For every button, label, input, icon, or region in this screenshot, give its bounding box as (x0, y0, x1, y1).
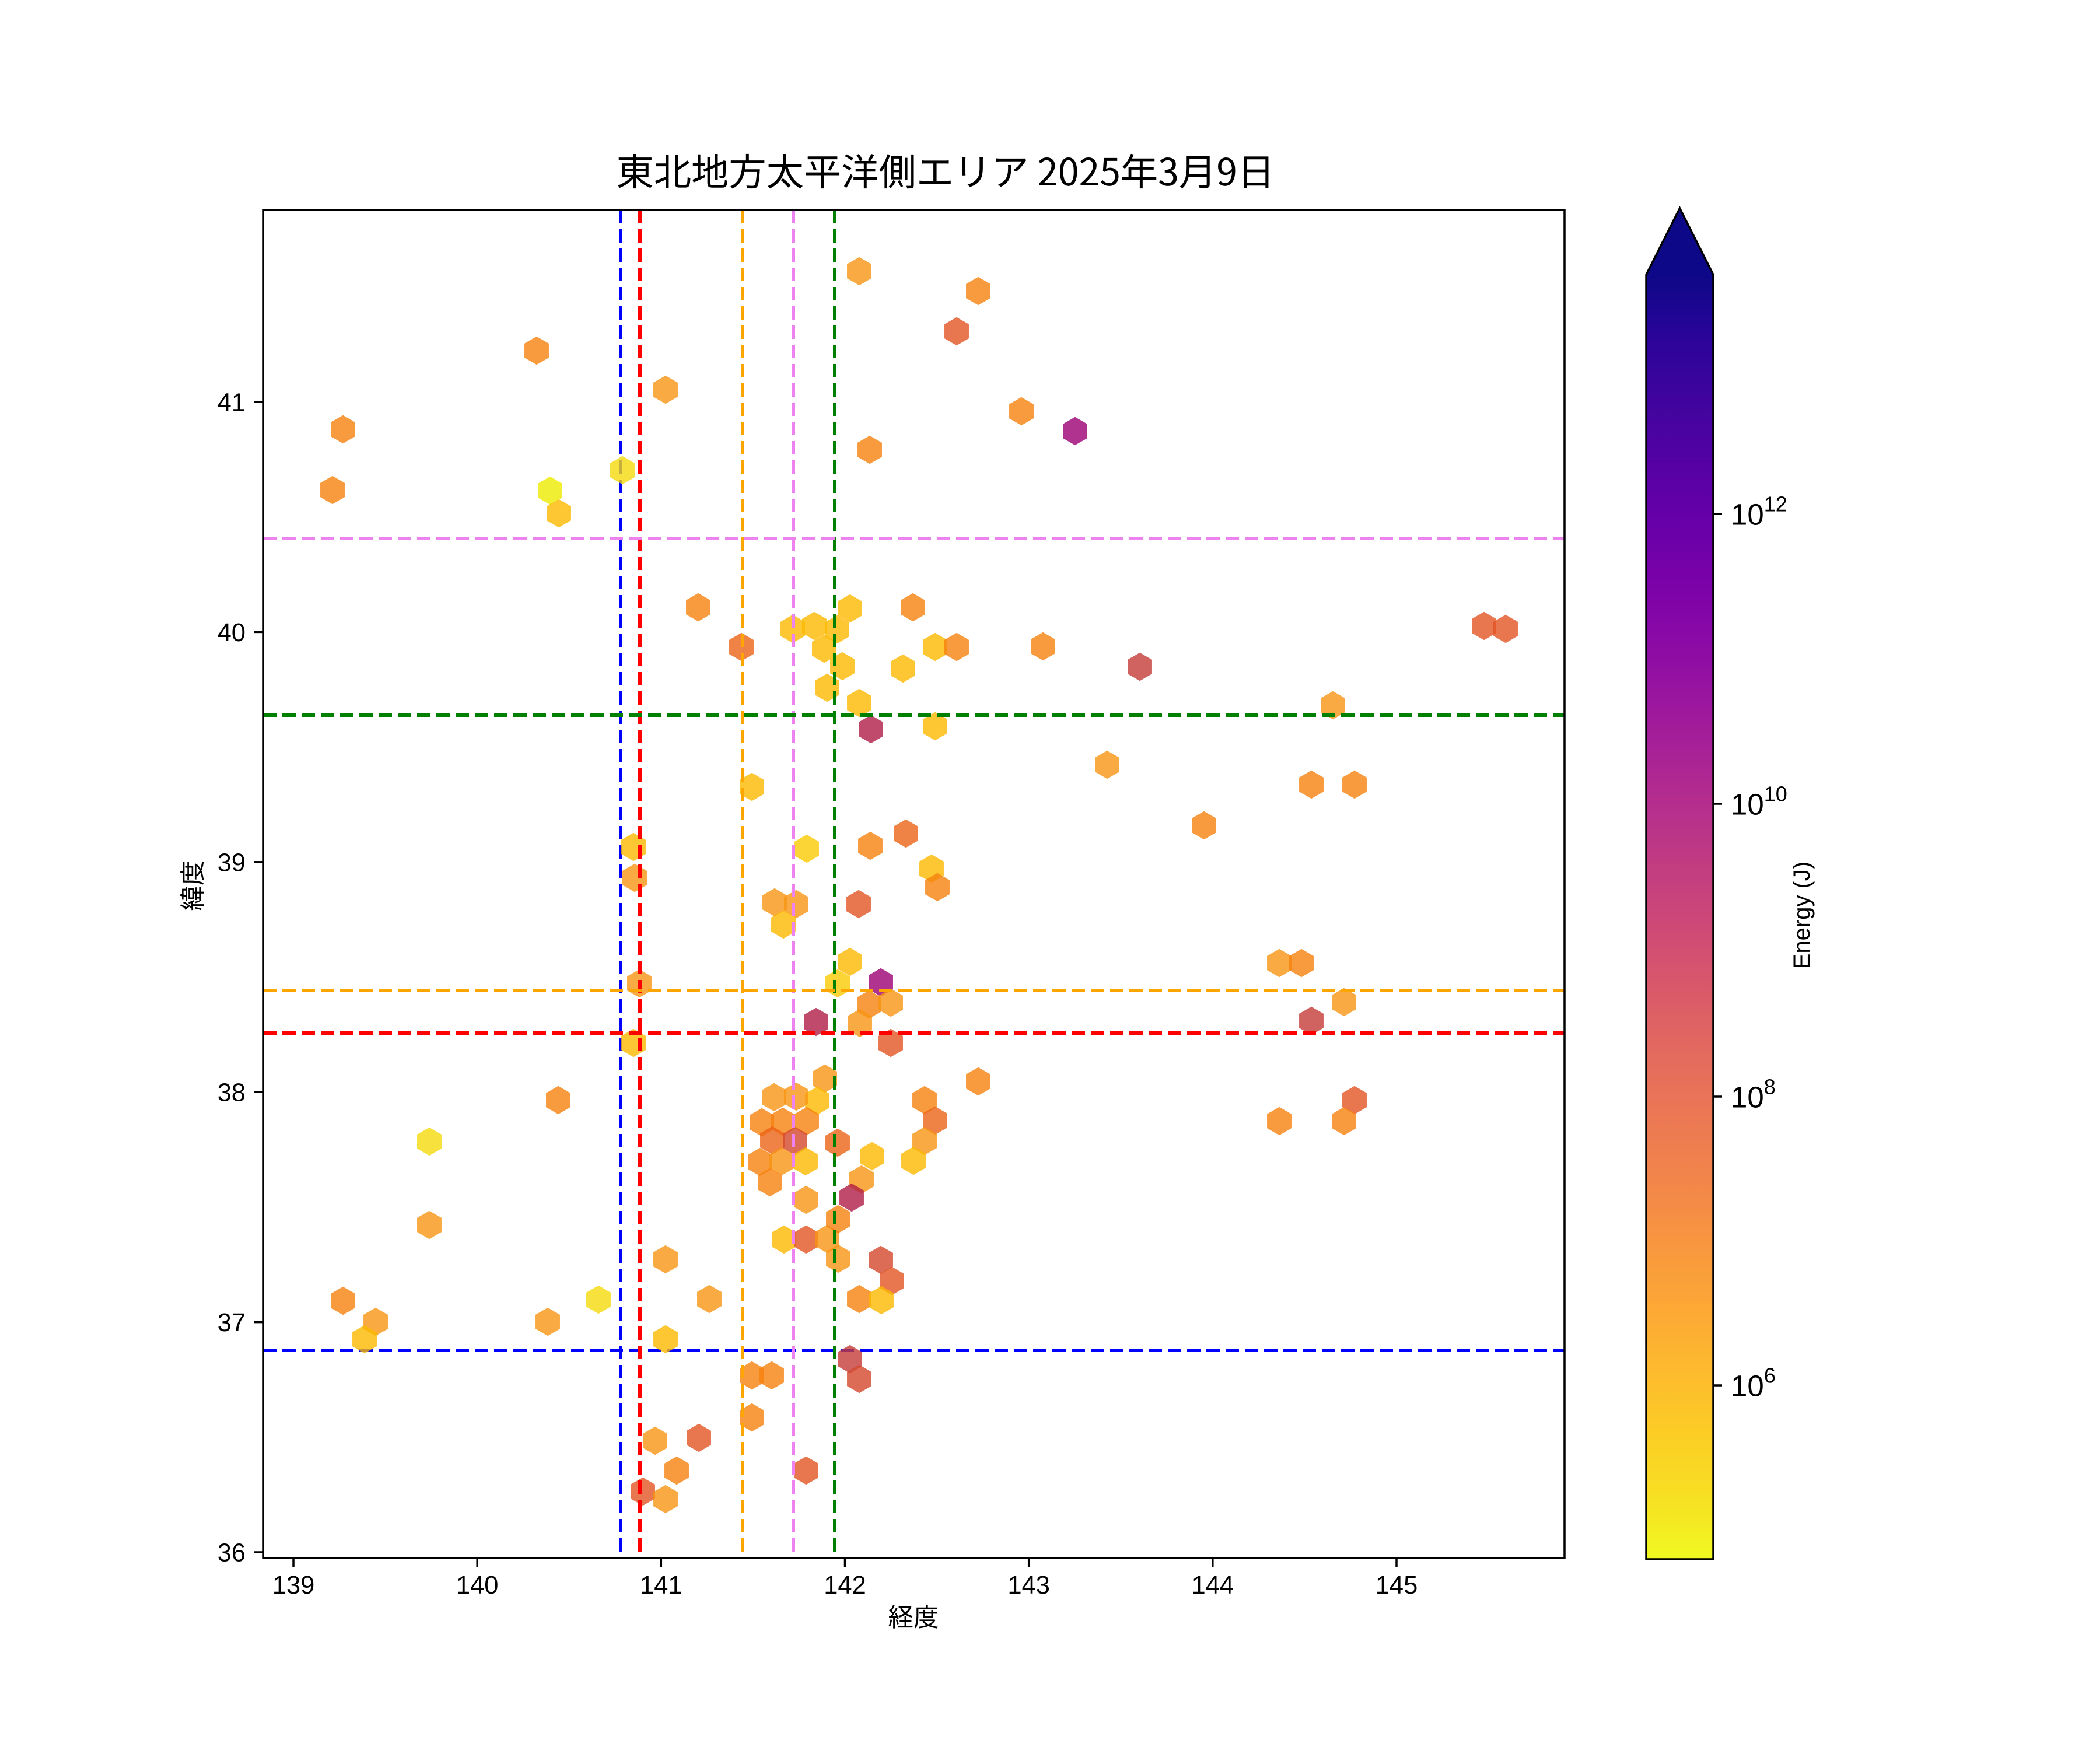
svg-text:141: 141 (640, 1572, 682, 1600)
svg-text:144: 144 (1192, 1572, 1234, 1600)
svg-text:143: 143 (1007, 1572, 1050, 1600)
svg-text:41: 41 (218, 389, 246, 417)
svg-text:40: 40 (218, 619, 246, 647)
svg-text:36: 36 (218, 1539, 246, 1567)
svg-text:142: 142 (824, 1572, 866, 1600)
svg-text:139: 139 (272, 1572, 315, 1600)
svg-text:Energy (J): Energy (J) (1789, 862, 1815, 970)
svg-text:38: 38 (218, 1079, 246, 1107)
svg-text:37: 37 (218, 1309, 246, 1337)
svg-text:39: 39 (218, 849, 246, 877)
svg-text:140: 140 (456, 1572, 499, 1600)
svg-text:145: 145 (1376, 1572, 1418, 1600)
